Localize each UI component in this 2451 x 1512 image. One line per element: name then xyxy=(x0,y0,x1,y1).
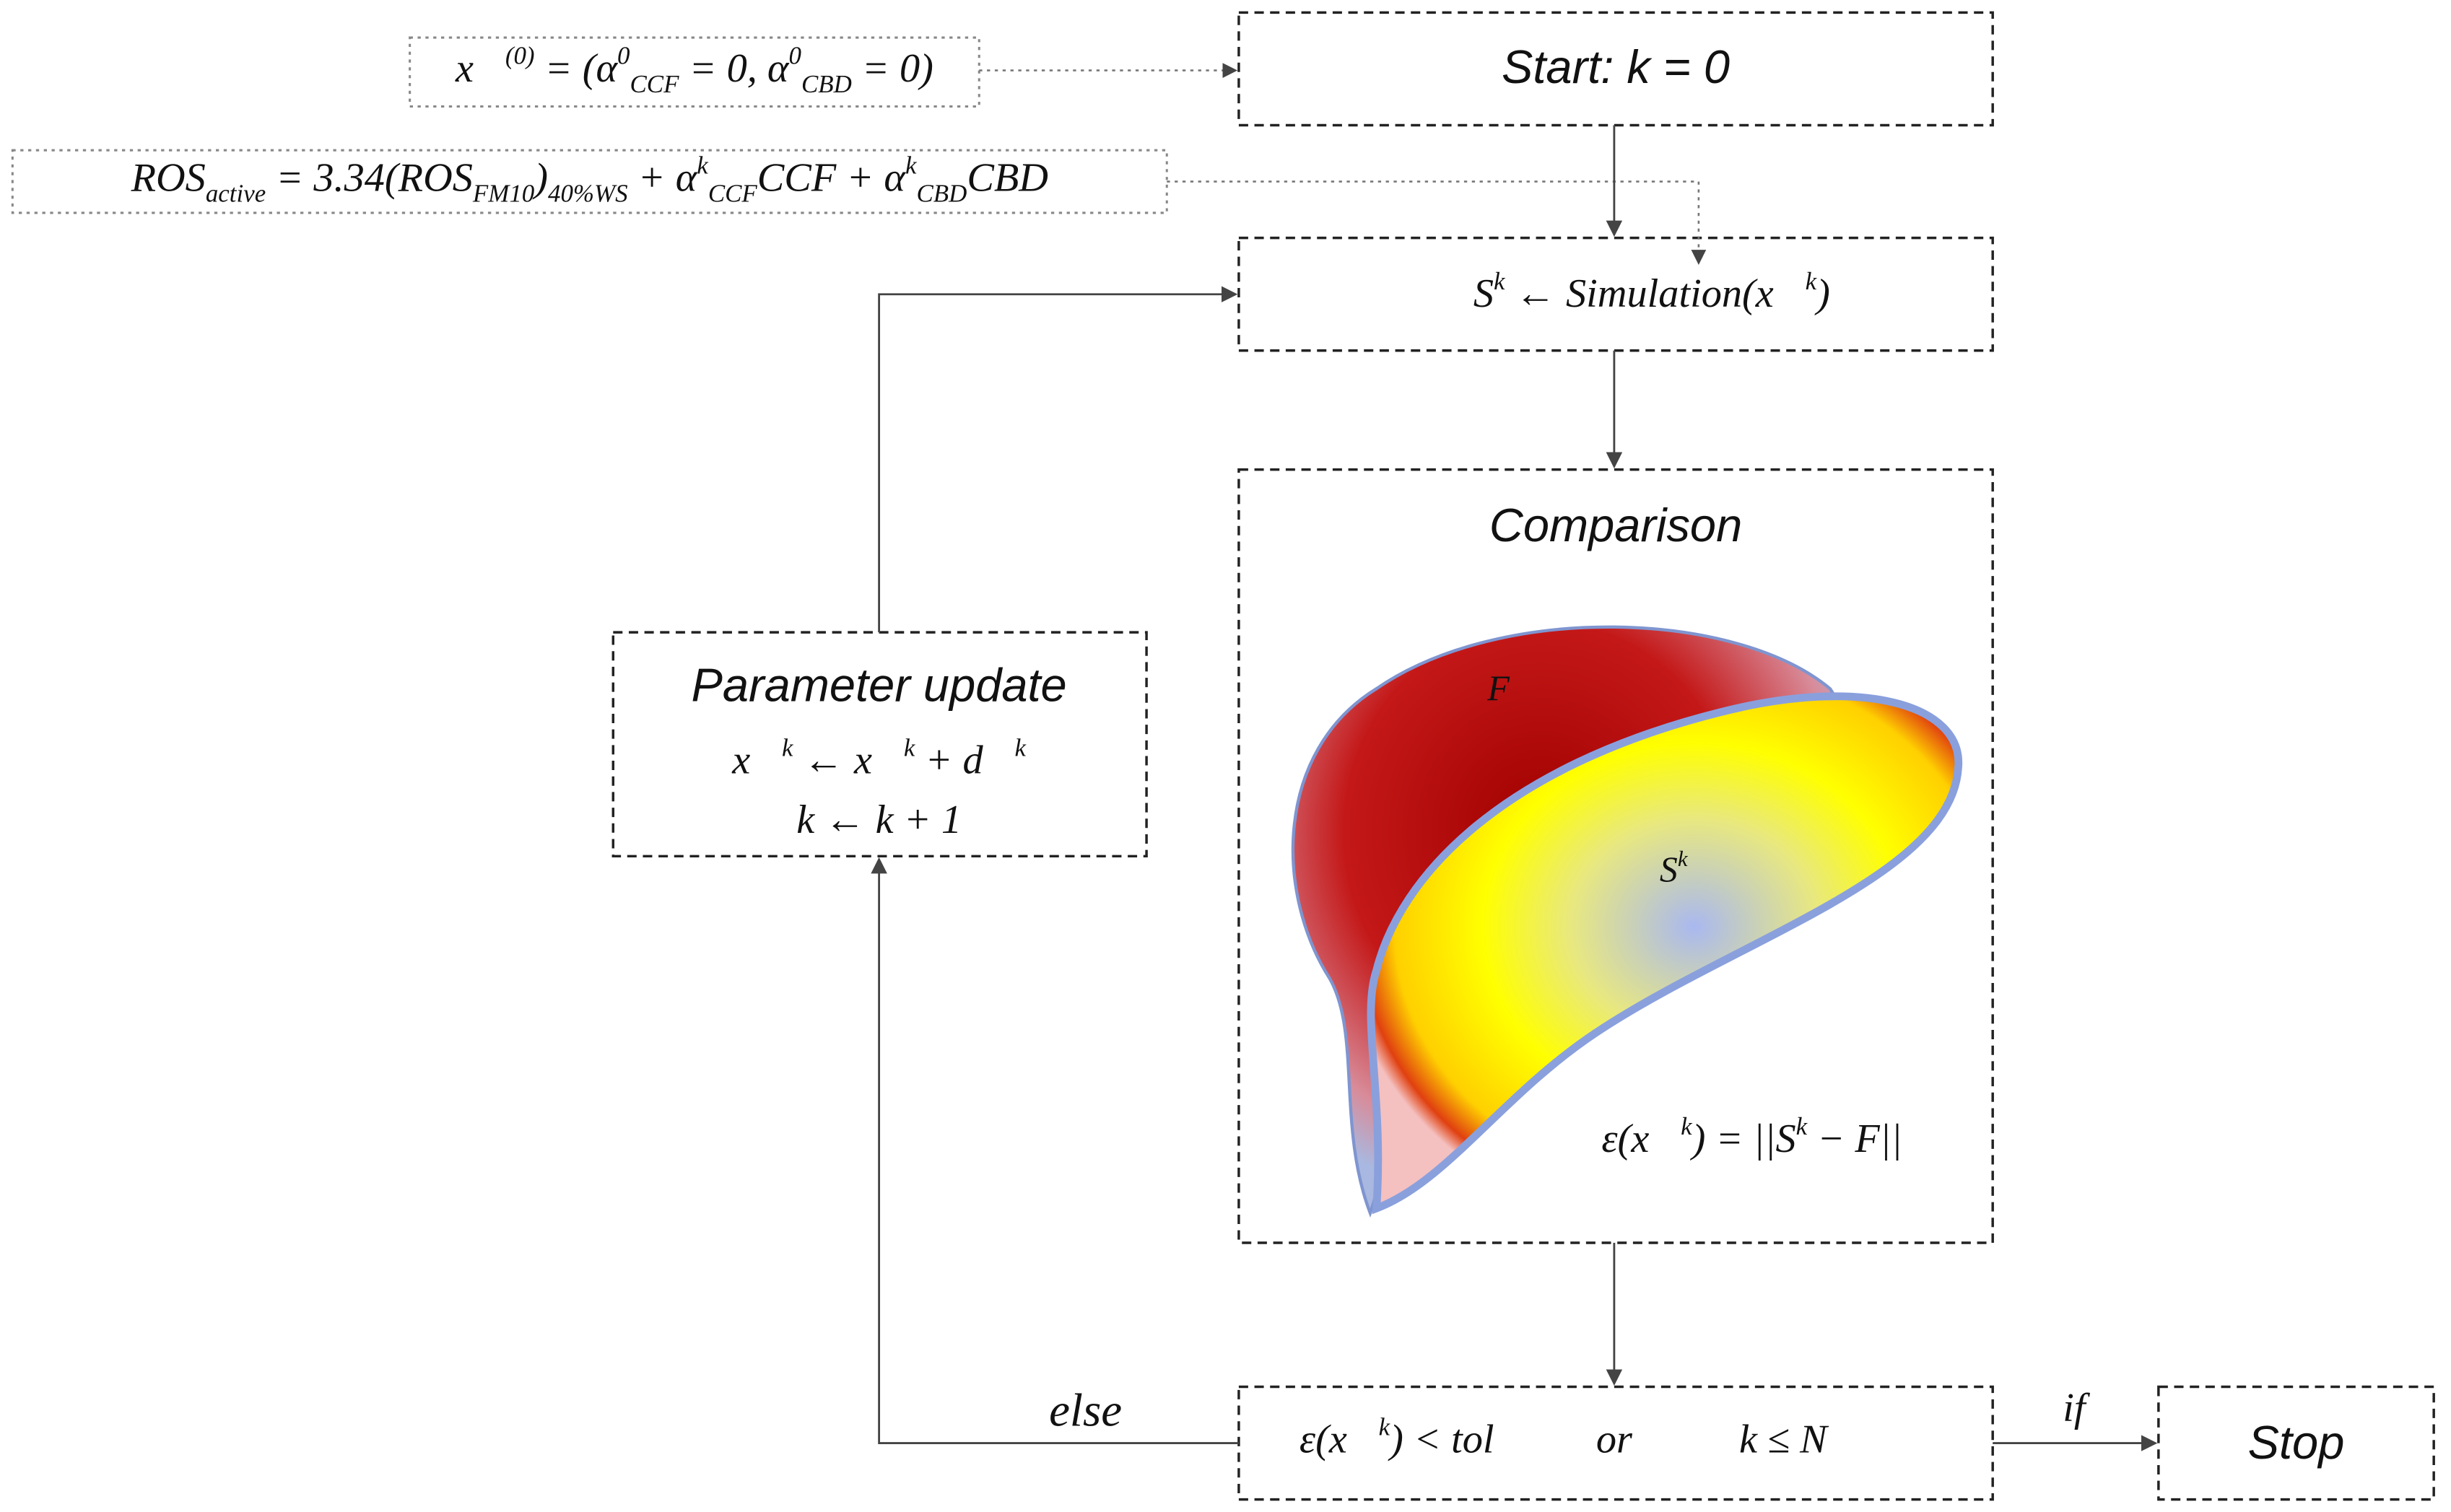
formula-text: − F|| xyxy=(1807,1116,1902,1161)
formula-sup: k xyxy=(1014,733,1027,761)
init-box xyxy=(409,36,980,108)
formula-sub: CCF xyxy=(630,69,680,97)
formula-text: k ← k + 1 xyxy=(796,797,962,842)
formula-text: CCF + xyxy=(757,155,884,200)
formula-base: x⃗ xyxy=(853,738,904,782)
formula-text: ) < tol xyxy=(1388,1417,1494,1461)
increment-formula: k ← k + 1 xyxy=(796,797,962,842)
formula-base: x⃗ xyxy=(731,738,782,782)
formula-sup: k xyxy=(1796,1112,1808,1140)
arrow xyxy=(878,286,1238,633)
stop-box xyxy=(2157,1385,2435,1501)
formula-base: x⃗ xyxy=(1755,271,1806,316)
ros-formula: ROSactive = 3.34(ROSFM10)40%WS + αkCCFCC… xyxy=(131,151,1048,207)
formula-base: ) xyxy=(532,155,548,200)
formula-sub: FM10 xyxy=(472,179,535,207)
comparison-title: Comparison xyxy=(1489,499,1742,551)
formula-base: α xyxy=(767,46,790,91)
start-box xyxy=(1237,11,1994,127)
start-label: Start: k = 0 xyxy=(1502,40,1730,93)
formula-sup: 0 xyxy=(788,41,801,69)
formula-sub: active xyxy=(206,179,266,207)
formula-sub: CBD xyxy=(917,179,967,207)
formula-text: ← xyxy=(793,738,854,782)
formula-base: S xyxy=(1776,1116,1796,1161)
formula-text: = 0, xyxy=(679,46,767,91)
formula-text: ← Simulation( xyxy=(1505,271,1759,316)
stop-label: Stop xyxy=(2248,1416,2345,1469)
formula-text: = 0) xyxy=(852,46,933,91)
formula-sup: k xyxy=(904,733,916,761)
formula-text: k ≤ N xyxy=(1739,1417,1829,1461)
formula-sup: k xyxy=(1806,267,1818,295)
ros-box xyxy=(11,149,1168,214)
formula-base: x⃗ xyxy=(1630,1116,1681,1161)
formula-text: + xyxy=(628,155,676,200)
comparison-box xyxy=(1237,468,1994,1244)
formula-text: = 3.34( xyxy=(266,155,401,200)
formula-text: ) = || xyxy=(1690,1116,1776,1161)
simulation-box xyxy=(1237,236,1994,352)
formula-sup: k xyxy=(697,151,709,179)
formula-text: ε( xyxy=(1601,1116,1633,1161)
formula-base: S xyxy=(1660,850,1678,890)
formula-sub: 40%WS xyxy=(548,179,628,207)
formula-sup: k xyxy=(1681,1112,1693,1140)
fire-label: F xyxy=(1486,668,1510,708)
condition-or: or xyxy=(1596,1417,1633,1461)
formula-text: = ( xyxy=(535,46,598,91)
error-formula: ε(x⃗k) = ||Sk − F|| xyxy=(1601,1112,1902,1161)
formula-base: x⃗ xyxy=(1328,1417,1379,1461)
simulation-formula: Sk ← Simulation(x⃗k) xyxy=(1473,267,1830,316)
formula-sup: k xyxy=(782,733,794,761)
formula-base: ROS xyxy=(131,155,206,200)
arrow xyxy=(871,857,1239,1444)
formula-base: α xyxy=(676,155,698,200)
formula-text: CBD xyxy=(967,155,1048,200)
formula-text: + xyxy=(915,738,962,782)
condition-right: k ≤ N xyxy=(1739,1417,1829,1461)
formula-sub: CBD xyxy=(801,69,852,97)
if-label: if xyxy=(2063,1386,2091,1430)
arrow xyxy=(1167,180,1707,265)
formula-sup: 0 xyxy=(617,41,630,69)
formula-base: α xyxy=(884,155,906,200)
formula-base: S xyxy=(1473,271,1494,316)
formula-base: d⃗ xyxy=(963,738,1015,782)
init-formula: x⃗(0) = (α0CCF = 0, α0CBD = 0) xyxy=(455,41,933,97)
condition-left: ε(x⃗k) < tol xyxy=(1299,1412,1494,1461)
formula-text: ε( xyxy=(1299,1417,1331,1461)
update-formula: x⃗k ← x⃗k + d⃗k xyxy=(731,733,1027,782)
else-label: else xyxy=(1049,1384,1122,1436)
formula-sup: k xyxy=(905,151,918,179)
formula-text: ) xyxy=(1814,271,1830,316)
formula-base: α xyxy=(596,46,618,91)
formula-sup: k xyxy=(1494,267,1506,295)
formula-sup: (0) xyxy=(505,41,535,69)
formula-base: x⃗ xyxy=(455,46,505,91)
formula-sup: k xyxy=(1379,1412,1391,1441)
sim-label: Sk xyxy=(1660,846,1689,890)
formula-base: ROS xyxy=(398,155,473,200)
formula-sup: k xyxy=(1678,846,1689,871)
parameter-title: Parameter update xyxy=(692,658,1067,711)
formula-sub: CCF xyxy=(708,179,758,207)
simulation-shape xyxy=(1367,692,1962,1215)
